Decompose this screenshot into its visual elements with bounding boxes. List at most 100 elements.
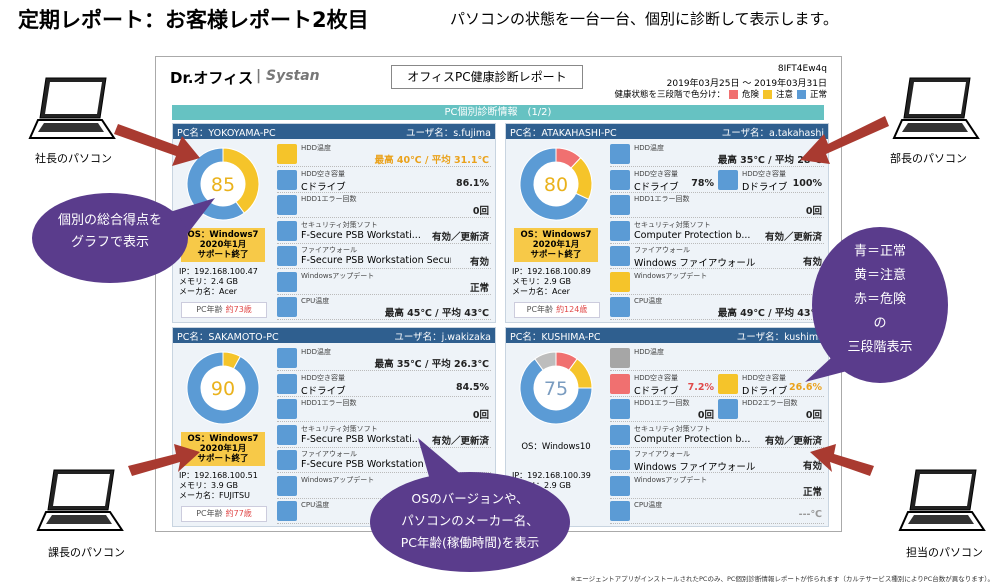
row-label: HDD空き容量 bbox=[634, 169, 679, 178]
row-value: 100% bbox=[792, 177, 822, 189]
row-sep bbox=[610, 472, 824, 473]
row-detail: F-Secure PSB Workstati... bbox=[301, 433, 421, 445]
row-value: 最高 35℃ / 平均 26.3℃ bbox=[374, 359, 489, 370]
bubble-line: の bbox=[873, 316, 887, 331]
row-value: 有効／更新済 bbox=[431, 435, 489, 447]
pc-header bbox=[173, 124, 495, 139]
score: 80 bbox=[544, 174, 568, 196]
bubble-line: 青＝正常 bbox=[853, 244, 906, 259]
laptop-icon bbox=[28, 77, 116, 139]
arrow bbox=[800, 116, 889, 164]
row-sep bbox=[610, 293, 824, 295]
row-sep bbox=[277, 293, 491, 295]
arrows bbox=[114, 116, 889, 476]
bubble-text: 青＝正常黄＝注意赤＝危険の三段階表示 bbox=[812, 240, 948, 360]
bubble-line: 赤＝危険 bbox=[853, 292, 906, 307]
row-value: 最高 35℃ / 平均 28℃ bbox=[717, 155, 822, 166]
bubble-text: OSのバージョンや、 パソコンのメーカー名、 PC年齢(稼働時間)を表示 bbox=[370, 488, 570, 554]
os-line: サポート終了 bbox=[197, 454, 249, 464]
row-detail: F-Secure PSB Workstati... bbox=[301, 229, 421, 241]
pc-user: ユーザ名：kushima bbox=[736, 332, 824, 343]
row-label: HDD空き容量 bbox=[301, 169, 346, 178]
laptop-keys bbox=[46, 515, 112, 524]
donut-hole bbox=[534, 366, 578, 410]
arrow bbox=[114, 124, 200, 166]
row-label: ファイアウォール bbox=[301, 246, 357, 254]
status-icon bbox=[610, 501, 630, 521]
row-label: HDD2エラー回数 bbox=[742, 399, 798, 407]
age-label: PC年齢 bbox=[526, 305, 554, 314]
bubble-tail bbox=[418, 438, 470, 482]
status-icon bbox=[610, 246, 630, 266]
laptop-label: 担当のパソコン bbox=[906, 546, 983, 559]
pc-panel: PC名：YOKOYAMA-PC ユーザ名：s.fujima 85 OS：Windows… bbox=[172, 123, 496, 323]
row-label: ファイアウォール bbox=[634, 450, 690, 458]
bubble bbox=[370, 472, 570, 572]
legend-label: 注意 bbox=[775, 90, 793, 100]
bubble-line: パソコンのメーカー名、 bbox=[401, 513, 539, 528]
row-detail: Cドライブ bbox=[301, 385, 346, 397]
status-icon bbox=[610, 220, 630, 241]
bubble-line: 三段階表示 bbox=[847, 340, 913, 355]
row-detail: Computer Protection b... bbox=[634, 229, 751, 241]
pc-info: IP：192.168.100.51 bbox=[179, 471, 258, 480]
status-icon bbox=[277, 169, 297, 190]
status-icon bbox=[610, 348, 630, 368]
status-icon bbox=[610, 297, 630, 317]
pc-name: PC名：ATAKAHASHI-PC bbox=[510, 128, 617, 139]
row-sep bbox=[610, 217, 824, 218]
age-box: PC年齢 約73歳 bbox=[181, 302, 267, 318]
bubble-line: 黄＝注意 bbox=[853, 268, 906, 283]
os-line: 2020年1月 bbox=[532, 240, 580, 250]
pc-info: メーカ名：Acer bbox=[179, 287, 237, 296]
row-value: 0回 bbox=[697, 410, 714, 421]
os-box: OS：Windows7 2020年1月 サポート終了 bbox=[514, 228, 598, 262]
laptop-keys bbox=[908, 515, 974, 524]
row-label: Windowsアップデート bbox=[301, 475, 375, 484]
laptop-icon bbox=[898, 469, 986, 531]
row-label: セキュリティ対策ソフト bbox=[634, 220, 711, 229]
bubble-text: 個別の総合得点を グラフで表示 bbox=[32, 210, 188, 254]
donut-hole bbox=[201, 366, 245, 410]
pc-header bbox=[173, 328, 495, 343]
row-sep bbox=[610, 166, 824, 167]
row-value: 最高 40℃ / 平均 31.1℃ bbox=[374, 155, 489, 166]
os-line: OS：Windows10 bbox=[521, 442, 591, 452]
row-label: HDD温度 bbox=[301, 144, 332, 152]
row-detail: Windows ファイアウォール bbox=[634, 462, 756, 473]
row-value: 有効 bbox=[802, 257, 822, 268]
row-label: Windowsアップデート bbox=[634, 475, 708, 484]
donut: 90 bbox=[186, 351, 260, 425]
os-line: サポート終了 bbox=[530, 250, 582, 260]
row-value: 84.5% bbox=[456, 381, 489, 393]
bubble-line: グラフで表示 bbox=[70, 235, 149, 250]
age: 約73歳 bbox=[225, 305, 252, 314]
row-label: HDD温度 bbox=[634, 144, 665, 152]
laptop-keys bbox=[902, 123, 968, 132]
os-line: 2020年1月 bbox=[199, 444, 247, 454]
os-line: 2020年1月 bbox=[199, 240, 247, 250]
section-bar: PC個別診断情報 (1/2) bbox=[172, 105, 824, 120]
status-icon bbox=[277, 144, 297, 164]
row-value: 有効／更新済 bbox=[764, 435, 822, 447]
donut: 75 bbox=[519, 351, 593, 425]
row-label: HDD1エラー回数 bbox=[634, 195, 690, 203]
pc-info: IP：192.168.100.39 bbox=[512, 471, 591, 480]
laptop-keys bbox=[38, 123, 104, 132]
legend-swatch bbox=[796, 89, 806, 99]
legend-swatch bbox=[762, 89, 772, 99]
donut: 80 bbox=[519, 147, 593, 221]
status-icon bbox=[277, 271, 297, 292]
row-sep bbox=[277, 395, 491, 397]
row-value: 0回 bbox=[472, 410, 489, 421]
pc-name: PC名：KUSHIMA-PC bbox=[510, 332, 601, 343]
age-box: PC年齢 約77歳 bbox=[181, 506, 267, 522]
age: 約77歳 bbox=[225, 509, 252, 518]
row-label: ファイアウォール bbox=[634, 246, 690, 254]
status-icon bbox=[277, 297, 297, 317]
row-value: 7.2% bbox=[687, 381, 714, 393]
legend-label: 健康状態を三段階で色分け： bbox=[614, 90, 725, 100]
laptop-screen-inner bbox=[915, 474, 972, 506]
score: 85 bbox=[211, 174, 235, 196]
pc-info: メーカ名：Acer bbox=[512, 287, 570, 296]
